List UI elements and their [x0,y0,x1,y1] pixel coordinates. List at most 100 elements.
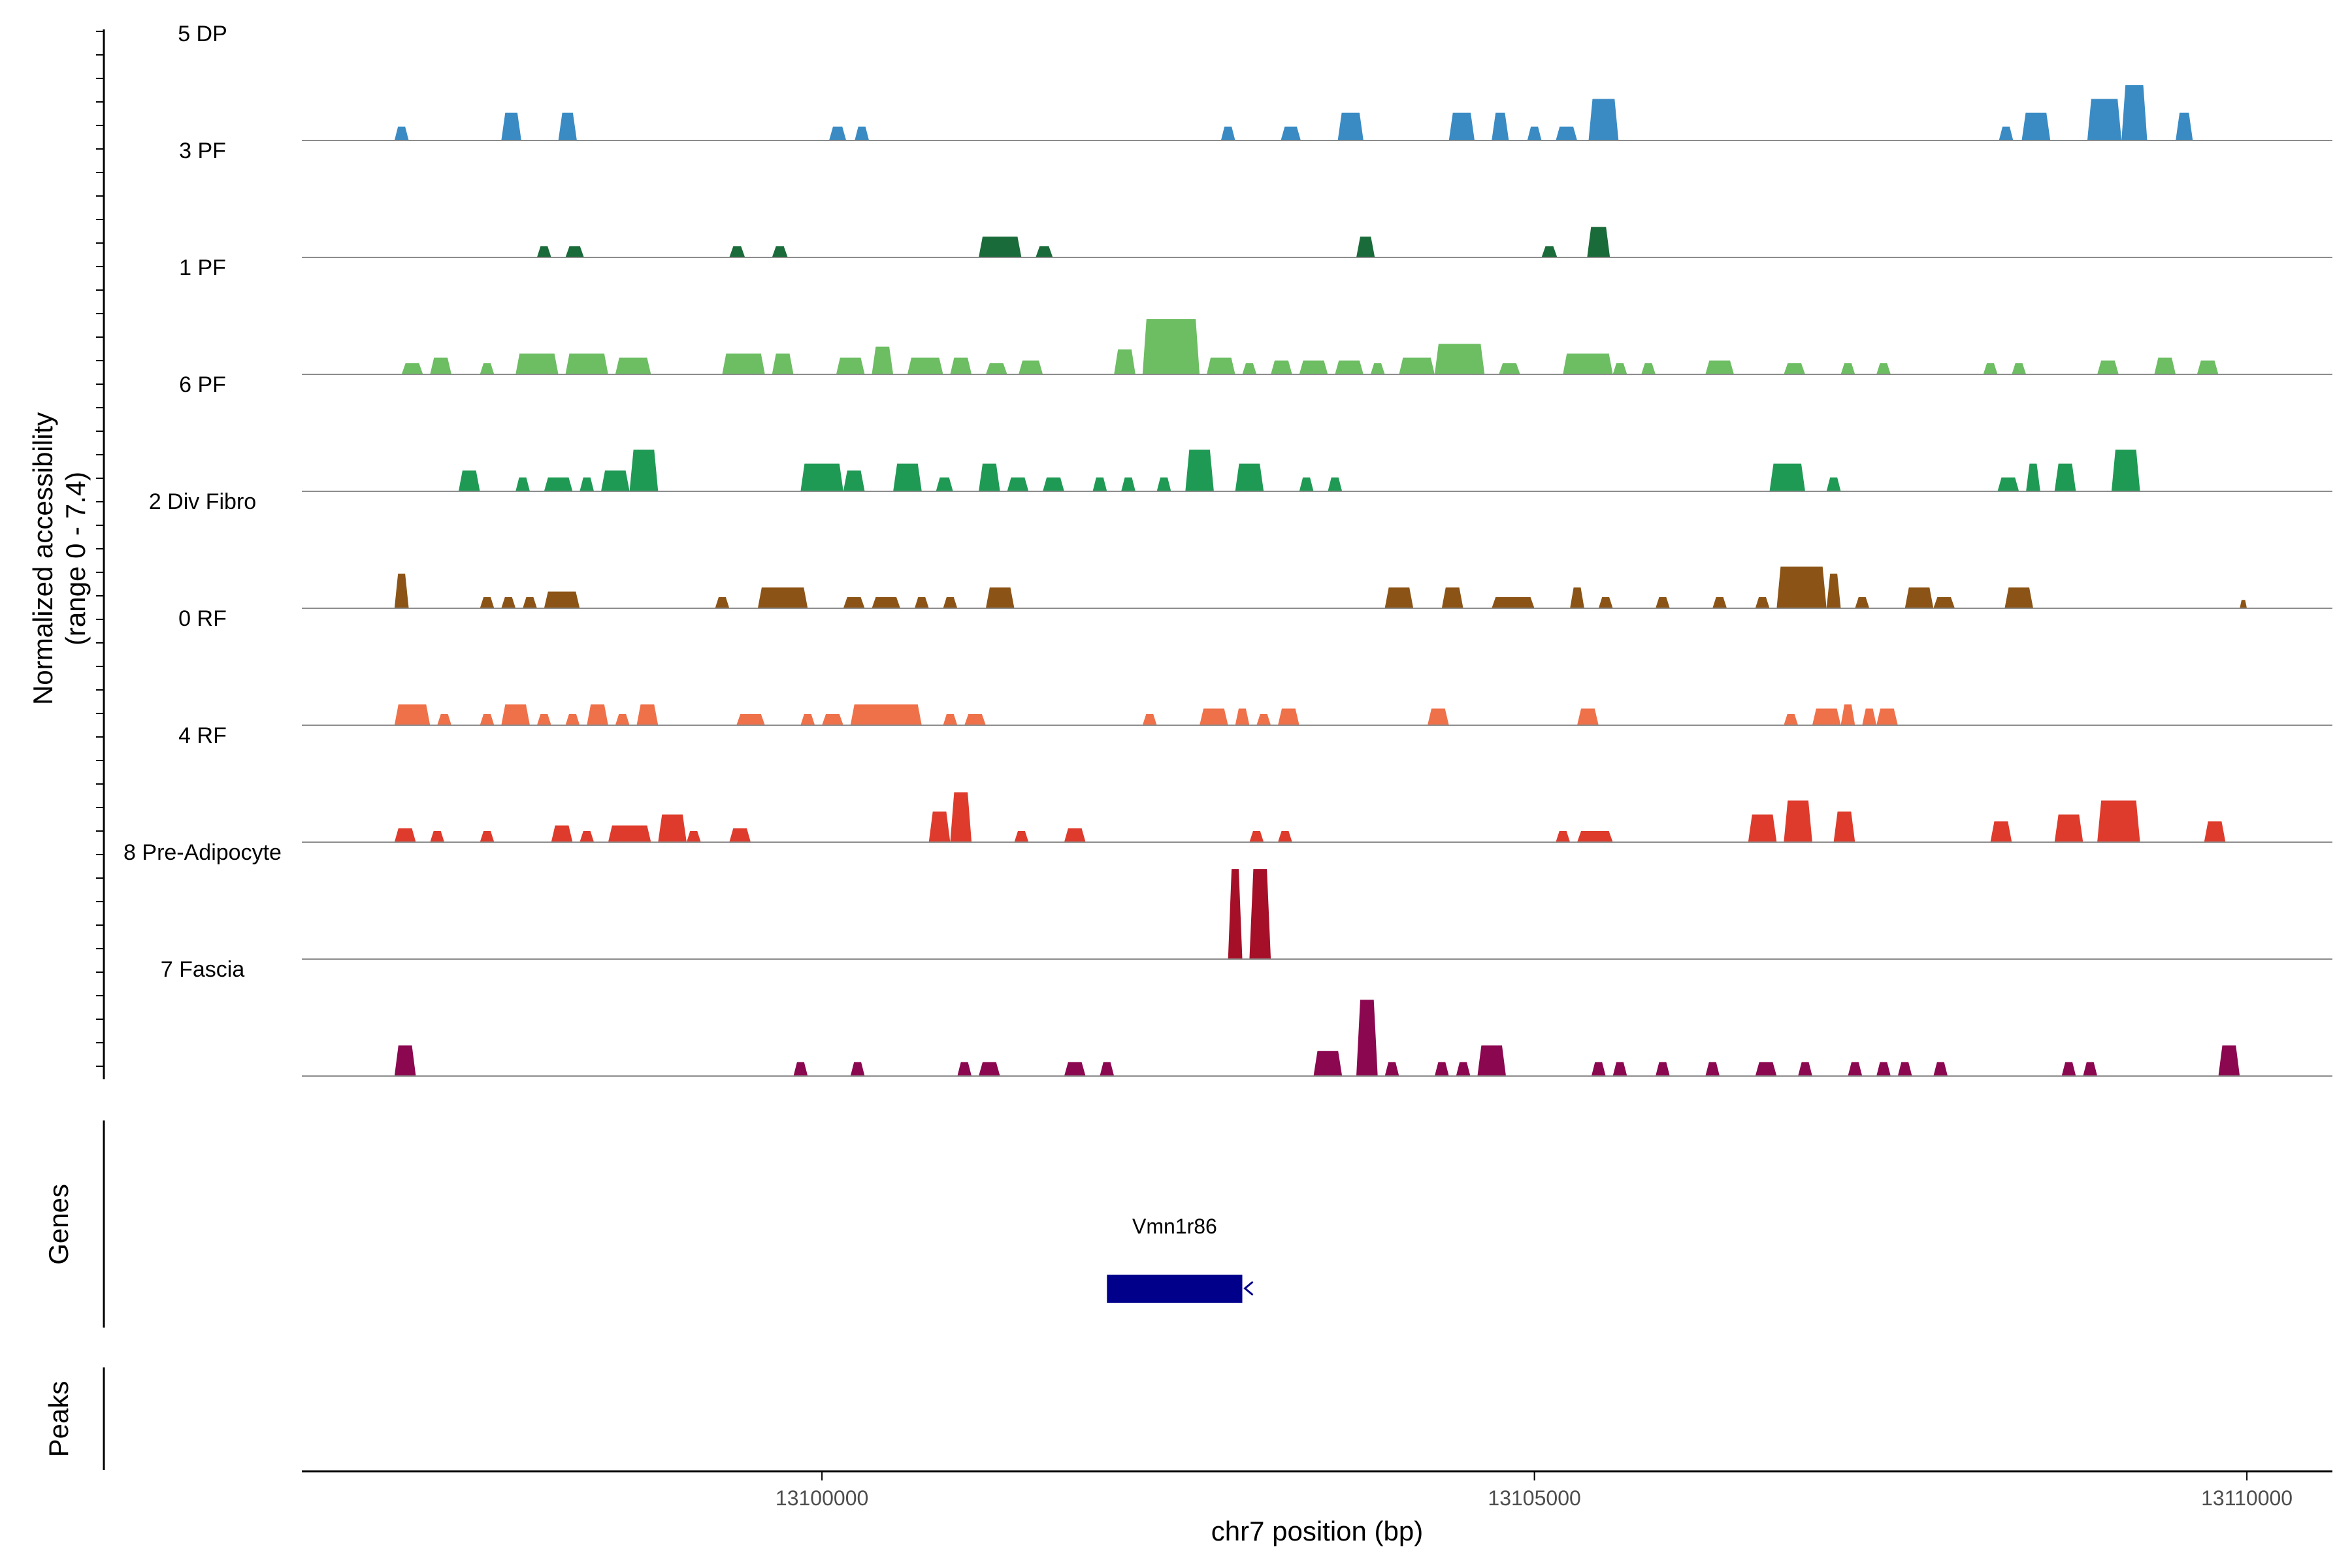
coverage-peak [458,470,480,491]
coverage-peak [893,463,922,491]
coverage-peak [1563,353,1613,374]
track-6-pf: 6 PF [179,372,2332,492]
coverage-peak [1897,1062,1912,1076]
coverage-peak [565,353,608,374]
coverage-peak [722,353,765,374]
coverage-peak [394,1045,416,1076]
coverage-peak [1428,708,1449,725]
coverage-peak [1826,477,1841,491]
coverage-peak [1577,831,1613,842]
coverage-peak [608,825,651,842]
coverage-peak [1036,246,1053,257]
track-4-rf: 4 RF [178,723,2332,843]
coverage-peak [2097,800,2140,842]
coverage-peak [1855,597,1870,608]
coverage-peak [872,597,900,608]
coverage-peak [1228,869,1243,959]
coverage-peak [1990,821,2012,842]
coverage-peak [1156,477,1171,491]
coverage-peak [1784,800,1812,842]
coverage-peak [636,704,659,725]
coverage-peak [850,704,922,725]
coverage-peak [1477,1045,1506,1076]
coverage-peak [544,591,580,608]
coverage-peak [430,357,451,374]
coverage-peak [1591,1062,1606,1076]
coverage-peak [1370,363,1385,374]
coverage-peak [1278,708,1299,725]
coverage-peak [1114,349,1135,374]
coverage-peak [2097,360,2119,374]
coverage-peak [964,714,986,725]
coverage-peak [729,828,751,842]
coverage-peak [658,814,687,842]
coverage-peak [1335,360,1364,374]
coverage-peak [1249,869,1271,959]
coverage-peak [1399,357,1435,374]
coverage-peak [1356,237,1375,257]
coverage-peak [1755,1062,1777,1076]
coverage-peak [394,574,409,608]
coverage-peak [1997,477,2019,491]
coverage-peak [2121,85,2148,140]
coverage-peak [401,363,423,374]
track-1-pf: 1 PF [179,255,2332,375]
coverage-peak [928,811,951,842]
coverage-peak [1641,363,1656,374]
coverage-peak [843,597,865,608]
track-label: 2 Div Fibro [149,489,256,514]
coverage-peak [2240,600,2247,608]
coverage-peak [1798,1062,1812,1076]
coverage-peak [2054,463,2076,491]
coverage-peak [2012,363,2027,374]
coverage-peak [1142,319,1200,374]
coverage-peak [601,470,630,491]
track-label: 1 PF [179,255,226,280]
coverage-peak [872,346,894,374]
coverage-peak [1014,831,1029,842]
coverage-peak [615,357,651,374]
coverage-peak [950,792,972,842]
coverage-peak [1612,1062,1627,1076]
track-label: 5 DP [178,22,227,46]
coverage-peak [843,470,865,491]
coverage-peak [936,477,953,491]
coverage-peak [2218,1045,2240,1076]
coverage-peak [1904,587,1934,608]
coverage-peak [501,597,516,608]
coverage-peak [1299,477,1314,491]
coverage-peak [1007,477,1029,491]
coverage-peak [437,714,451,725]
coverage-peak [501,704,530,725]
coverage-peak [979,237,1022,257]
coverage-peak [1200,708,1228,725]
coverage-peak [985,587,1015,608]
coverage-peak [2083,1062,2098,1076]
coverage-peak [757,587,808,608]
coverage-peak [943,597,958,608]
coverage-peak [850,1062,865,1076]
coverage-peak [736,714,765,725]
coverage-peak [2021,112,2051,140]
coverage-peak [1983,363,1998,374]
coverage-peak [515,477,530,491]
track-8-pre-adipocyte: 8 Pre-Adipocyte [123,840,2332,960]
coverage-peak [1705,1062,1720,1076]
coverage-peak [836,357,865,374]
coverage-peak [1612,363,1627,374]
coverage-peak [629,449,659,491]
coverage-peak [558,112,577,140]
coverage-peak [1064,1062,1086,1076]
coverage-peak [950,357,972,374]
coverage-peak [2061,1062,2076,1076]
coverage-peak [1499,363,1520,374]
coverage-peak [1826,574,1841,608]
coverage-peak [800,463,843,491]
coverage-peak [551,825,573,842]
coverage-peak [793,1062,808,1076]
x-axis-title: chr7 position (bp) [1211,1516,1424,1546]
coverage-peak [1434,1062,1449,1076]
coverage-peak [565,714,580,725]
coverage-peak [1848,1062,1863,1076]
